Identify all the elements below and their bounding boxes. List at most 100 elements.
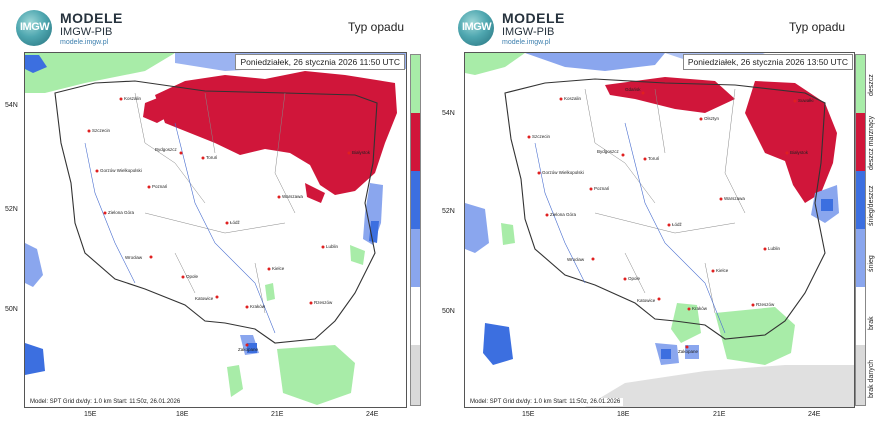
river-oder bbox=[84, 142, 136, 284]
sleet-area bbox=[25, 55, 47, 73]
city-marker bbox=[309, 301, 313, 305]
legend-swatch-no-data bbox=[856, 345, 865, 405]
freezing-rain-area bbox=[605, 77, 735, 113]
city-label-lublin: Lublin bbox=[768, 246, 781, 251]
city-marker bbox=[719, 197, 723, 201]
datetime-label: Poniedziałek, 26 stycznia 2026 11:50 UTC bbox=[235, 54, 405, 70]
freezing-rain-area bbox=[143, 95, 175, 123]
city-label-warszawa: Warszawa bbox=[724, 196, 745, 201]
map-panel-1350: IMGW MODELE IMGW-PIB modele.imgw.pl Typ … bbox=[442, 0, 884, 436]
city-markers: Gdańsk Koszalin Olsztyn Suwałki Szczecin… bbox=[527, 87, 814, 354]
legend-label-no-data: brak danych bbox=[868, 359, 875, 398]
lon-label-24: 24E bbox=[366, 411, 379, 418]
river-vistula bbox=[624, 122, 726, 334]
imgw-logo-icon: IMGW bbox=[458, 10, 494, 46]
precip-map: Gdańsk Koszalin Olsztyn Suwałki Szczecin… bbox=[464, 52, 855, 408]
imgw-logo[interactable]: IMGW MODELE IMGW-PIB modele.imgw.pl bbox=[458, 10, 598, 50]
model-info: Model: SPT Grid dx/dy: 1.0 km Start: 11:… bbox=[27, 398, 184, 406]
city-label-bydgoszcz: Bydgoszcz bbox=[155, 147, 178, 152]
city-marker bbox=[699, 117, 703, 121]
city-label-lodz: Łódź bbox=[672, 222, 683, 227]
city-label-zielona-gora: Zielona Góra bbox=[108, 210, 135, 215]
city-marker bbox=[591, 257, 595, 261]
city-marker bbox=[179, 151, 183, 155]
precip-map-svg: Gdańsk Koszalin Olsztyn Suwałki Szczecin… bbox=[465, 53, 854, 407]
city-label-zielona-gora: Zielona Góra bbox=[550, 212, 577, 217]
legend-label-sleet: śnieg/deszcz bbox=[868, 185, 875, 226]
city-label-rzeszow: Rzeszów bbox=[314, 300, 333, 305]
lat-label-54: 54N bbox=[442, 110, 455, 117]
snow-area bbox=[685, 345, 699, 359]
snow-area bbox=[525, 53, 665, 71]
legend-swatch-none bbox=[411, 287, 420, 345]
city-label-koszalin: Koszalin bbox=[124, 96, 142, 101]
city-label-bialystok: Białystok bbox=[352, 150, 371, 155]
city-label-gorzow: Gorzów Wielkopolski bbox=[100, 168, 142, 173]
city-label-torun: Toruń bbox=[648, 156, 660, 161]
precip-type-title: Typ opadu bbox=[348, 20, 405, 34]
city-label-wroclaw: Wrocław bbox=[125, 255, 143, 260]
city-label-katowice: Katowice bbox=[637, 298, 656, 303]
rain-area bbox=[350, 245, 365, 265]
lat-label-54: 54N bbox=[5, 102, 18, 109]
legend-label-none: brak bbox=[868, 316, 875, 330]
city-label-bialystok: Białystok bbox=[790, 150, 809, 155]
rain-area bbox=[501, 223, 515, 245]
sleet-area bbox=[821, 199, 833, 211]
city-label-wroclaw: Wrocław bbox=[567, 257, 585, 262]
city-label-suwalki: Suwałki bbox=[798, 98, 814, 103]
legend-swatch-none bbox=[856, 287, 865, 345]
lon-label-18: 18E bbox=[176, 411, 189, 418]
legend-swatch-freezing-rain bbox=[411, 113, 420, 171]
freezing-rain-area bbox=[745, 81, 837, 203]
sleet-area bbox=[483, 323, 513, 365]
city-label-poznan: Poznań bbox=[152, 184, 168, 189]
precip-map-svg: Koszalin Szczecin Bydgoszcz Toruń Gorzów… bbox=[25, 53, 406, 405]
city-label-zakopane: Zakopane bbox=[678, 349, 699, 354]
city-marker bbox=[793, 99, 797, 103]
lat-label-50: 50N bbox=[5, 306, 18, 313]
city-marker bbox=[711, 269, 715, 273]
city-label-opole: Opole bbox=[628, 276, 641, 281]
rain-area bbox=[227, 365, 243, 397]
city-label-lublin: Lublin bbox=[326, 244, 339, 249]
city-markers: Koszalin Szczecin Bydgoszcz Toruń Gorzów… bbox=[87, 96, 371, 352]
city-marker bbox=[657, 297, 661, 301]
precip-type-title: Typ opadu bbox=[789, 20, 846, 34]
lon-label-15: 15E bbox=[522, 411, 535, 418]
city-label-kielce: Kielce bbox=[272, 266, 285, 271]
city-marker bbox=[751, 303, 755, 307]
region-borders bbox=[134, 92, 296, 314]
city-marker bbox=[95, 169, 99, 173]
city-marker bbox=[621, 153, 625, 157]
rain-area bbox=[265, 283, 275, 301]
city-label-szczecin: Szczecin bbox=[92, 128, 111, 133]
sleet-area bbox=[247, 343, 257, 353]
legend-swatch-snow bbox=[856, 229, 865, 287]
sleet-area bbox=[661, 349, 671, 359]
river-vistula bbox=[174, 122, 276, 334]
imgw-logo[interactable]: IMGW MODELE IMGW-PIB modele.imgw.pl bbox=[16, 10, 156, 50]
lat-label-50: 50N bbox=[442, 308, 455, 315]
model-info: Model: SPT Grid dx/dy: 1.0 km Start: 11:… bbox=[467, 398, 624, 406]
logo-url[interactable]: modele.imgw.pl bbox=[502, 39, 551, 46]
city-marker bbox=[245, 305, 249, 309]
datetime-label: Poniedziałek, 26 stycznia 2026 13:50 UTC bbox=[682, 54, 853, 70]
city-marker bbox=[545, 213, 549, 217]
freezing-rain-area bbox=[155, 71, 397, 195]
river-oder bbox=[534, 142, 586, 284]
imgw-logo-icon: IMGW bbox=[16, 10, 52, 46]
city-label-gdansk: Gdańsk bbox=[625, 87, 641, 92]
no-data-area bbox=[585, 365, 854, 407]
city-marker bbox=[277, 195, 281, 199]
logo-url[interactable]: modele.imgw.pl bbox=[60, 39, 109, 46]
freezing-rain-area bbox=[305, 183, 325, 203]
city-marker bbox=[623, 277, 627, 281]
legend-swatch-freezing-rain bbox=[856, 113, 865, 171]
city-label-koszalin: Koszalin bbox=[564, 96, 582, 101]
city-marker bbox=[687, 307, 691, 311]
rain-area bbox=[25, 53, 175, 93]
legend-swatch-sleet bbox=[411, 171, 420, 229]
city-label-zakopane: Zakopane bbox=[238, 347, 259, 352]
city-marker bbox=[589, 187, 593, 191]
